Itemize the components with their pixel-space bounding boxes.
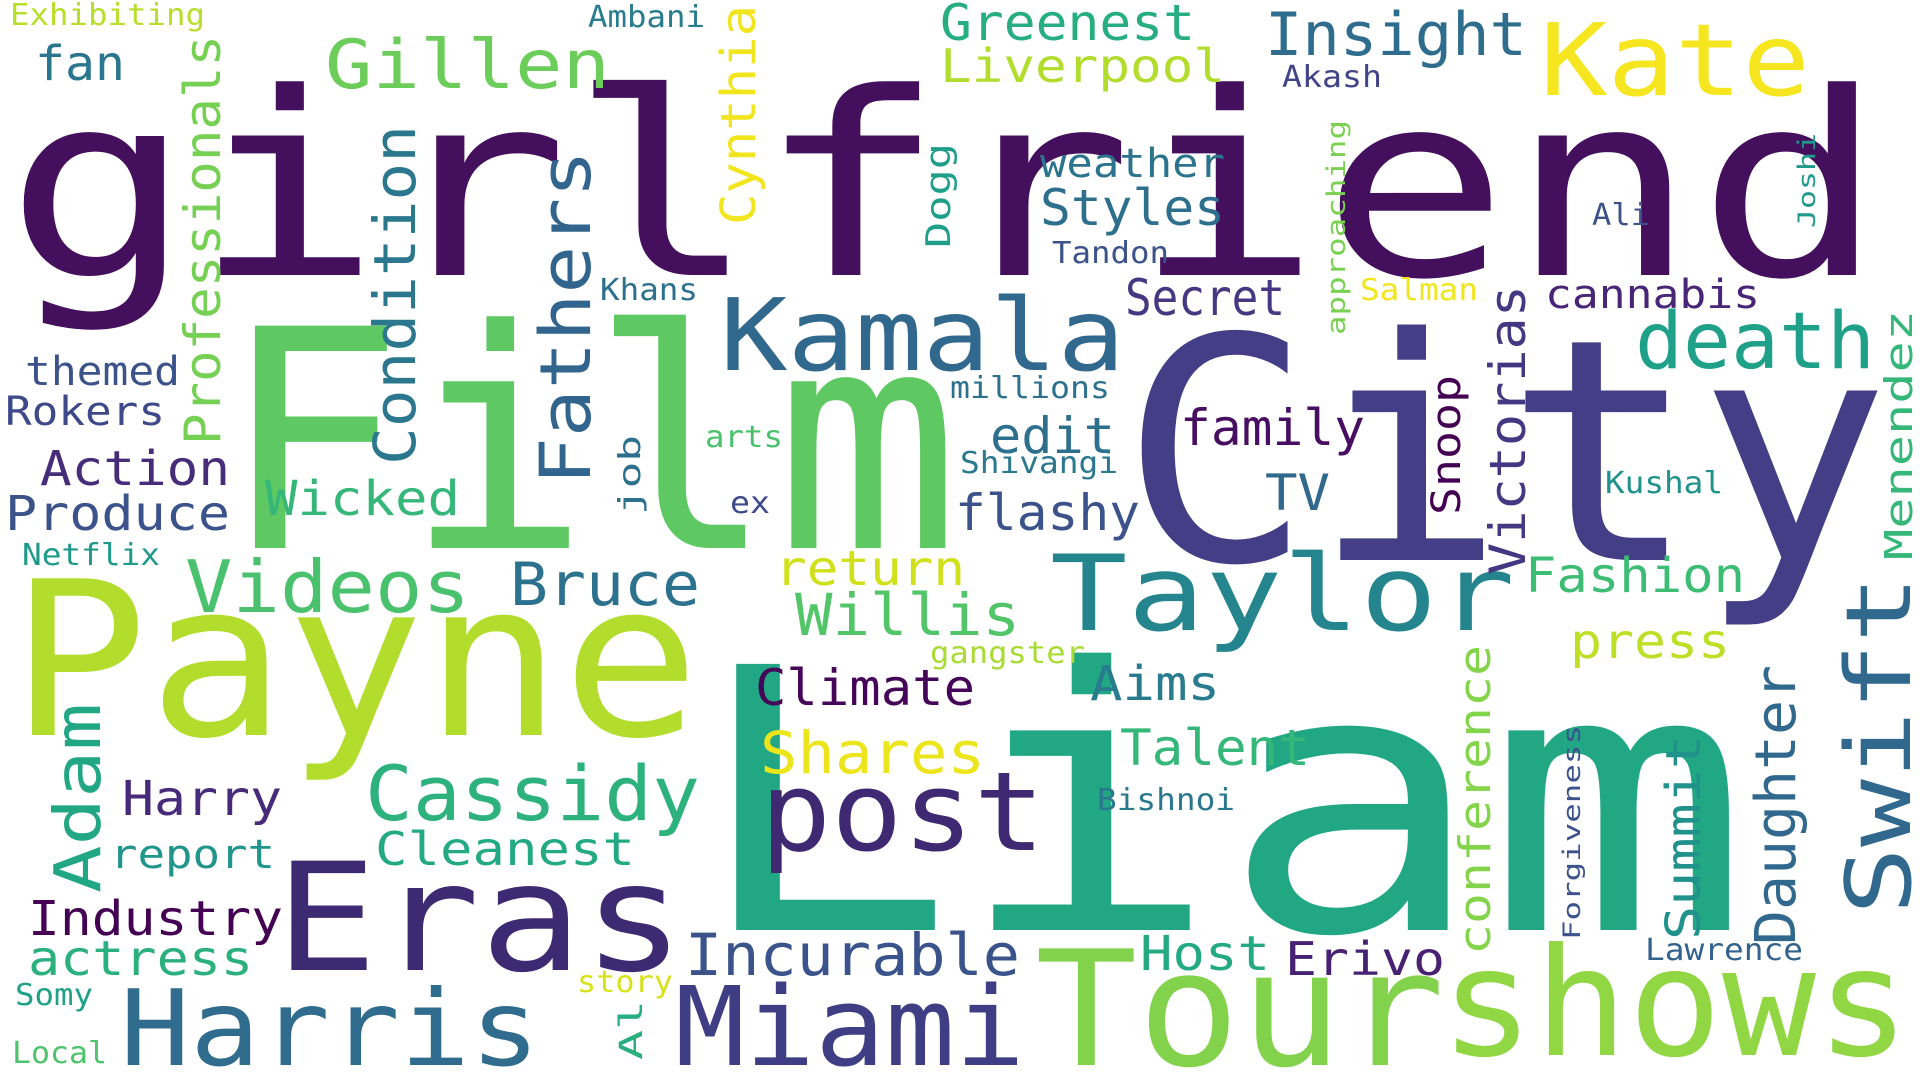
word-city: City: [1120, 273, 1890, 634]
word-shares: Shares: [760, 719, 985, 787]
word-tv: TV: [1265, 464, 1330, 522]
word-rokers: Rokers: [5, 389, 165, 435]
word-akash: Akash: [1282, 60, 1382, 95]
word-insight: Insight: [1265, 0, 1527, 70]
word-payne: Payne: [10, 535, 700, 786]
word-forgiveness: Forgiveness: [1558, 725, 1586, 940]
word-videos: Videos: [185, 545, 470, 629]
word-professionals: Professionals: [174, 35, 232, 445]
word-kamala: Kamala: [720, 277, 1125, 394]
word-incurable: Incurable: [685, 921, 1020, 989]
word-swift: Swift: [1827, 575, 1920, 915]
word-cleanest: Cleanest: [375, 822, 635, 876]
word-host: Host: [1140, 926, 1270, 982]
word-tandon: Tandon: [1052, 236, 1169, 271]
word-menendez: Menendez: [1877, 310, 1920, 560]
word-conference: conference: [1450, 645, 1501, 955]
word-eras: Eras: [275, 832, 685, 1006]
word-aims: Aims: [1090, 656, 1220, 712]
word-ali: Ali: [1592, 198, 1650, 233]
word-actress: actress: [28, 931, 253, 987]
word-flashy: flashy: [955, 484, 1140, 542]
word-styles: Styles: [1040, 179, 1225, 237]
word-bishnoi: Bishnoi: [1097, 783, 1235, 818]
word-shows: shows: [1440, 917, 1910, 1080]
word-miami: Miami: [675, 963, 1025, 1080]
word-action: Action: [40, 441, 230, 497]
word-liam: Liam: [690, 592, 1750, 1017]
word-wicked: Wicked: [265, 471, 460, 527]
word-cassidy: Cassidy: [365, 749, 700, 838]
word-fashion: Fashion: [1525, 548, 1745, 604]
word-gangster: gangster: [930, 636, 1085, 671]
word-summit: Summit: [1656, 735, 1712, 940]
word-condition: Condition: [361, 125, 429, 465]
word-lawrence: Lawrence: [1645, 933, 1803, 968]
word-edit: edit: [990, 407, 1115, 465]
word-local: Local: [12, 1036, 107, 1071]
word-approaching: approaching: [1322, 120, 1352, 335]
word-weather: weather: [1040, 141, 1225, 187]
word-millions: millions: [950, 371, 1110, 406]
word-daughter: Daughter: [1744, 665, 1809, 945]
word-kate: Kate: [1540, 2, 1810, 119]
word-joshi: Joshi: [1793, 133, 1821, 228]
word-harris: Harris: [120, 968, 540, 1080]
word-fathers: Fathers: [525, 150, 607, 485]
word-gillen: Gillen: [325, 26, 610, 105]
word-family: family: [1180, 399, 1365, 457]
word-arts: arts: [705, 420, 783, 455]
word-return: return: [775, 541, 965, 597]
word-snoop: Snoop: [1424, 375, 1470, 515]
word-girlfriend: girlfriend: [5, 39, 1885, 336]
word-fan: fan: [35, 36, 125, 92]
word-talent: Talent: [1120, 719, 1310, 777]
word-victorias: Victorias: [1479, 285, 1537, 575]
word-cynthia: Cynthia: [711, 5, 767, 225]
word-bruce: Bruce: [510, 550, 700, 620]
word-somy: Somy: [15, 978, 93, 1013]
word-report: report: [110, 832, 275, 878]
word-story: story: [577, 965, 673, 1000]
word-tour: Tour: [1035, 916, 1445, 1080]
word-al: Al: [612, 1000, 650, 1060]
word-kushal: Kushal: [1605, 466, 1723, 501]
word-cannabis: cannabis: [1545, 272, 1760, 318]
word-job: job: [613, 435, 648, 515]
word-press: press: [1570, 614, 1730, 670]
word-taylor: Taylor: [1050, 533, 1515, 655]
word-ex: ex: [730, 486, 770, 521]
word-climate: Climate: [755, 659, 975, 717]
word-willis: Willis: [795, 581, 1020, 649]
word-netflix: Netflix: [22, 538, 160, 573]
word-shivangi: Shivangi: [960, 446, 1118, 481]
word-post: post: [760, 748, 1045, 876]
word-harry: Harry: [122, 771, 282, 827]
word-ambani: Ambani: [588, 0, 705, 35]
word-khans: Khans: [600, 273, 698, 308]
word-liverpool: Liverpool: [940, 39, 1225, 93]
word-dogg: Dogg: [919, 143, 959, 248]
word-industry: Industry: [28, 891, 283, 947]
word-film: Film: [220, 265, 960, 620]
word-themed: themed: [25, 349, 180, 395]
word-erivo: Erivo: [1285, 932, 1445, 986]
word-secret: Secret: [1125, 269, 1285, 327]
word-death: death: [1635, 297, 1875, 387]
word-exhibiting: Exhibiting: [10, 0, 205, 33]
word-salman: Salman: [1360, 273, 1478, 308]
word-adam: Adam: [42, 703, 116, 893]
word-greenest: Greenest: [940, 0, 1195, 52]
word-produce: Produce: [5, 486, 230, 542]
